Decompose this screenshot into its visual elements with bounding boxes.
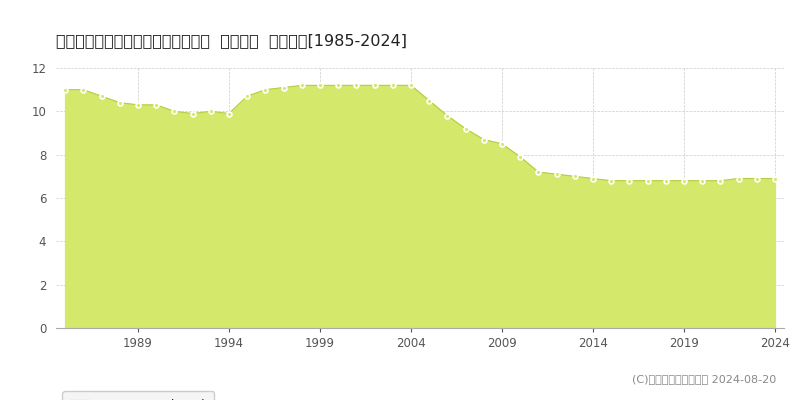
- Text: (C)土地価格ドットコム 2024-08-20: (C)土地価格ドットコム 2024-08-20: [632, 374, 776, 384]
- Legend: 地価公示 平均坪単価(万円/坪): 地価公示 平均坪単価(万円/坪): [62, 392, 214, 400]
- Text: 北海道旭川市新富１条３丁目５０番  地価公示  地価推移[1985-2024]: 北海道旭川市新富１条３丁目５０番 地価公示 地価推移[1985-2024]: [56, 33, 407, 48]
